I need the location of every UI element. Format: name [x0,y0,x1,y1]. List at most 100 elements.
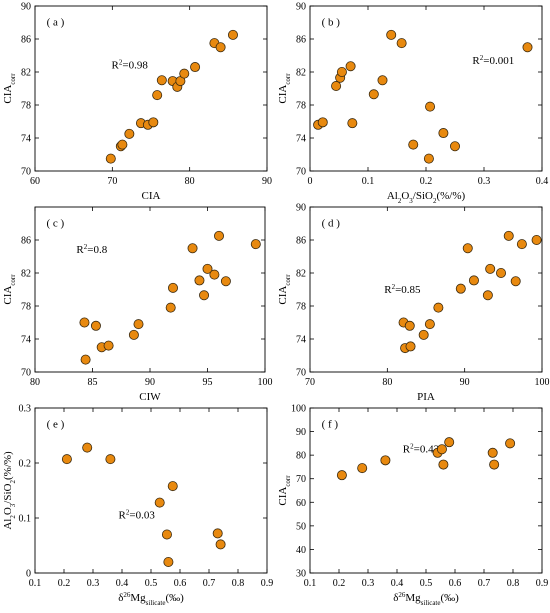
y-axis-label: CIAcorr [2,73,17,104]
data-point [404,320,415,331]
x-tick-label: 90 [262,176,272,187]
data-point [489,459,500,470]
x-tick-label: 60 [30,176,40,187]
data-point [357,463,368,474]
x-tick-label: 0.7 [478,578,491,589]
data-point [161,529,172,540]
data-point [163,557,174,568]
data-point [468,275,479,286]
x-tick-label: 0.1 [304,578,317,589]
panel-tag: ( c ) [47,218,65,230]
y-tick-label: 74 [296,134,306,145]
data-point [133,319,144,330]
x-axis-label: PIA [417,391,435,403]
data-point [105,454,116,465]
data-point [317,117,328,128]
x-tick-label: 100 [535,377,550,388]
x-axis-label: Al2O3/SiO2(%/%) [387,190,466,205]
y-tick-label: 74 [21,134,31,145]
y-tick-label: 30 [296,569,306,580]
data-point [105,153,116,164]
chart-panel-4: 70 80 90 100 70 74 78 82 86 90 PIA CIAcorr ( d ) R2=0… [277,203,550,404]
x-tick-label: 0.2 [333,578,346,589]
data-point [154,497,165,508]
x-tick-label: 0.3 [87,578,100,589]
x-tick-label: 95 [203,377,213,388]
y-tick-label: 0.1 [19,514,32,525]
data-point [250,239,261,250]
data-point [199,290,210,301]
x-tick-label: 0.9 [261,578,274,589]
r-squared-annotation: R2=0.03 [119,509,156,522]
x-tick-label: 85 [88,377,98,388]
y-tick-label: 78 [21,302,31,313]
y-tick-label: 86 [296,236,306,247]
y-tick-label: 70 [21,368,31,379]
y-tick-label: 82 [21,68,31,79]
y-tick-label: 70 [21,167,31,178]
chart-panel-2: 0 0.1 0.2 0.3 0.4 70 74 78 82 86 90 Al2O3/SiO2(%/%)… [277,2,548,206]
data-point [152,90,163,101]
data-point [148,117,159,128]
x-tick-label: 0.2 [420,176,433,187]
y-axis-label: CIAcorr [277,73,292,104]
y-tick-label: 74 [296,335,306,346]
y-axis-label: CIAcorr [277,475,292,506]
data-point [503,230,514,241]
plot-frame [34,5,268,172]
x-tick-label: 0.1 [362,176,375,187]
x-tick-label: 70 [305,377,315,388]
x-tick-label: 0.5 [420,578,433,589]
panel-tag: ( e ) [47,419,65,431]
data-point [522,42,533,53]
data-point [227,29,238,40]
data-point [331,81,342,92]
x-tick-label: 0 [308,176,313,187]
data-point [531,234,542,245]
panel-tag: ( f ) [322,419,339,431]
r-squared-annotation: R2=0.8 [76,243,107,256]
plot-frame [309,5,543,172]
y-tick-label: 0.2 [19,459,32,470]
y-tick-label: 40 [296,545,306,556]
x-tick-label: 80 [185,176,195,187]
x-tick-label: 0.6 [449,578,462,589]
chart-panel-6: 0.1 0.2 0.3 0.4 0.5 0.6 0.7 0.8 0.9 30 40 50 60 70 80 9… [277,404,548,608]
y-tick-label: 80 [296,451,306,462]
data-point [405,341,416,352]
data-point [510,276,521,287]
y-tick-label: 82 [21,269,31,280]
y-tick-label: 60 [296,498,306,509]
data-point [424,319,435,330]
y-tick-label: 82 [296,269,306,280]
y-tick-label: 0 [26,569,31,580]
r-squared-annotation: R2=0.85 [384,283,421,296]
data-point [438,128,449,139]
y-tick-label: 74 [21,335,31,346]
data-point [202,263,213,274]
data-point [156,75,167,86]
data-point [386,29,397,40]
x-tick-label: 0.4 [116,578,129,589]
data-point [496,267,507,278]
r-squared-annotation: R2=0.98 [112,59,149,72]
data-point [61,454,72,465]
y-tick-label: 78 [296,101,306,112]
data-point [194,275,205,286]
x-tick-label: 70 [107,176,117,187]
x-axis-label: δ26Mgsilicate(‰) [393,591,459,607]
y-tick-label: 86 [296,35,306,46]
data-point [418,329,429,340]
data-point [103,340,114,351]
data-point [449,141,460,152]
data-point [396,38,407,49]
y-tick-label: 90 [296,427,306,438]
x-tick-label: 0.4 [391,578,404,589]
data-point [220,276,231,287]
data-point [167,282,178,293]
y-tick-label: 90 [296,203,306,214]
x-tick-label: 0.9 [536,578,549,589]
data-point [215,42,226,53]
y-tick-label: 86 [21,35,31,46]
data-point [128,329,139,340]
